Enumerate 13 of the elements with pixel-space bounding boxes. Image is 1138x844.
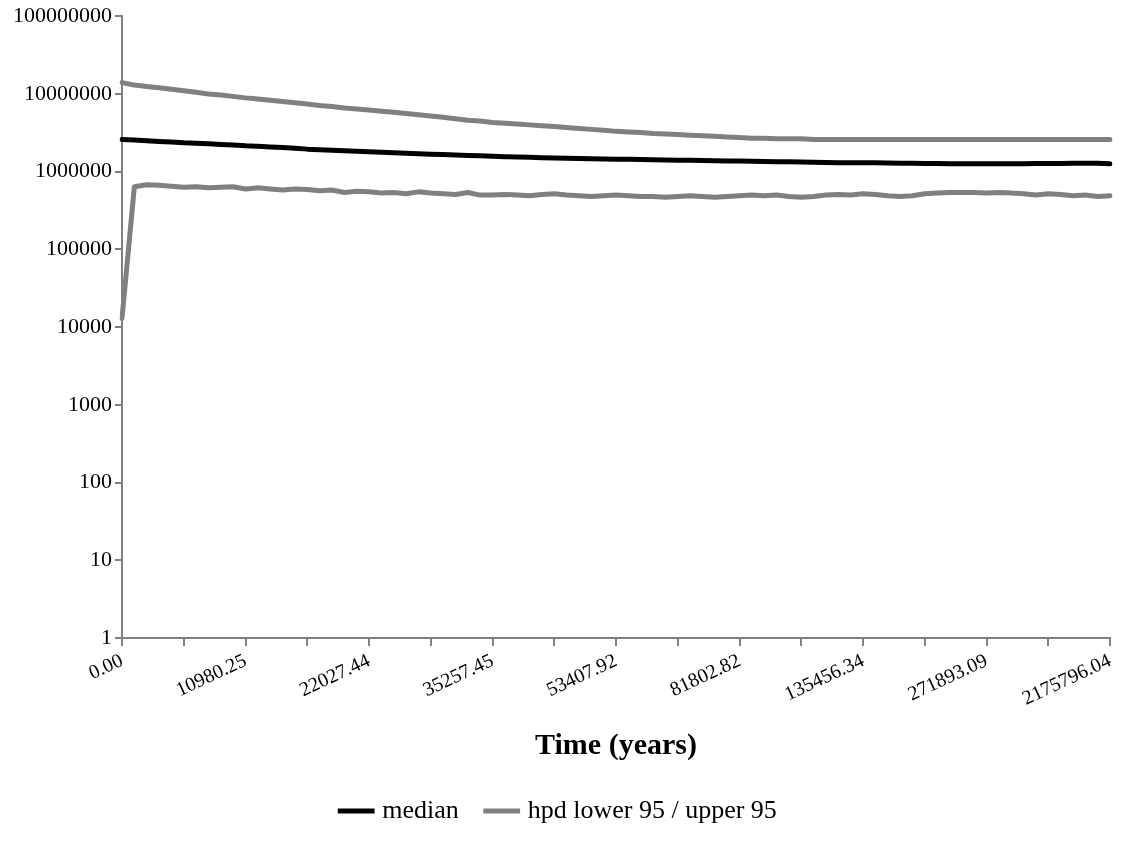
y-tick-label: 100000000: [13, 1, 112, 27]
y-tick-label: 10: [90, 546, 112, 572]
y-tick-label: 100000: [46, 235, 112, 261]
x-axis-title: Time (years): [535, 726, 697, 761]
y-tick-label: 1000000: [35, 157, 112, 183]
y-tick-label: 100: [79, 468, 112, 494]
x-tick-label: 0.00: [84, 648, 126, 684]
legend-label: median: [382, 794, 459, 824]
y-tick-label: 1: [101, 623, 112, 649]
legend-label: hpd lower 95 / upper 95: [527, 794, 777, 824]
y-tick-label: 10000: [57, 312, 112, 338]
y-tick-label: 1000: [68, 390, 112, 416]
y-tick-label: 10000000: [24, 79, 112, 105]
